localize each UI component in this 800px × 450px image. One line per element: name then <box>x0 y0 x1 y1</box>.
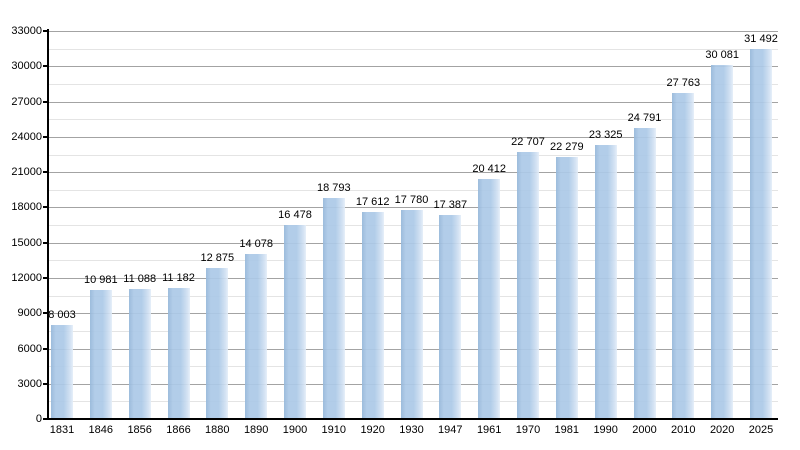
x-axis-tick-label: 1880 <box>205 424 230 436</box>
y-axis-tick-label: 12000 <box>11 271 42 284</box>
major-gridline <box>49 136 778 138</box>
bar-1890 <box>245 253 268 419</box>
y-axis-tick <box>43 100 49 103</box>
y-axis-line <box>47 29 49 420</box>
y-axis-tick <box>43 276 49 279</box>
bar-value-label: 31 492 <box>744 32 778 45</box>
bar-value-label: 11 182 <box>162 271 195 284</box>
bar-value-label: 22 279 <box>549 141 584 154</box>
bar-1846 <box>89 289 112 419</box>
minor-gridline <box>49 154 778 156</box>
x-axis-tick-label: 1890 <box>243 424 269 436</box>
bar-1910 <box>322 198 345 419</box>
x-axis-tick-label: 1981 <box>554 424 580 436</box>
x-axis-tick-label: 1846 <box>88 424 114 436</box>
y-axis-tick <box>43 135 49 138</box>
bar-2020 <box>711 65 734 419</box>
bar-value-label: 10 981 <box>83 273 118 286</box>
bar-value-label: 14 078 <box>239 237 274 250</box>
bar-value-label: 23 325 <box>588 128 623 141</box>
bar-1831 <box>51 324 73 419</box>
major-gridline <box>49 101 778 103</box>
x-axis-tick-label: 1910 <box>321 424 347 436</box>
major-gridline <box>49 207 778 209</box>
major-gridline <box>49 66 778 68</box>
y-axis-tick-label: 0 <box>35 413 42 425</box>
bar-value-label: 17 387 <box>433 198 468 211</box>
bar-1866 <box>167 287 190 419</box>
x-axis-tick-label: 1961 <box>476 424 502 436</box>
x-axis-tick-label: 1900 <box>282 424 308 436</box>
bar-1990 <box>594 144 617 419</box>
y-axis-tick-label: 33000 <box>11 25 42 37</box>
y-axis-tick-label: 27000 <box>11 95 42 108</box>
bar-value-label: 17 612 <box>355 195 390 208</box>
y-axis-tick-label: 3000 <box>17 377 42 390</box>
x-axis-tick-label: 2025 <box>748 424 774 436</box>
x-axis-tick-label: 1831 <box>49 424 75 436</box>
bar-value-label: 16 478 <box>278 209 312 222</box>
y-axis-tick-label: 30000 <box>11 60 42 73</box>
bar-1970 <box>517 152 539 419</box>
bar-value-label: 17 780 <box>394 194 429 206</box>
x-axis-tick-label: 2010 <box>671 424 696 436</box>
bar-1880 <box>206 267 229 419</box>
minor-gridline <box>49 83 778 85</box>
bar-value-label: 11 088 <box>123 272 157 285</box>
bar-1920 <box>361 211 384 419</box>
bar-2010 <box>672 92 695 419</box>
y-axis-tick <box>43 347 49 350</box>
bar-value-label: 8 003 <box>48 308 76 321</box>
y-axis-tick <box>43 30 49 32</box>
minor-gridline <box>49 119 778 121</box>
bar-2000 <box>633 127 656 419</box>
bar-value-label: 12 875 <box>200 251 235 264</box>
bar-value-label: 24 791 <box>627 111 662 124</box>
x-axis-line <box>47 418 778 420</box>
x-axis-tick-label: 1856 <box>127 424 152 436</box>
bar-1961 <box>478 179 501 419</box>
bar-1900 <box>284 225 306 419</box>
y-axis-tick-label: 24000 <box>11 130 42 143</box>
bar-value-label: 22 707 <box>511 136 545 148</box>
bar-value-label: 27 763 <box>666 76 701 89</box>
y-axis-tick <box>43 171 49 174</box>
x-axis-tick-label: 1866 <box>166 424 191 436</box>
y-axis-tick <box>43 382 49 385</box>
y-axis-tick <box>43 65 49 68</box>
y-axis-tick <box>43 206 49 209</box>
y-axis-tick-label: 6000 <box>17 342 42 355</box>
bar-2025 <box>750 48 772 419</box>
bar-1981 <box>555 157 578 419</box>
y-axis-tick <box>43 312 49 315</box>
bar-1947 <box>439 214 462 419</box>
bar-value-label: 30 081 <box>705 49 740 62</box>
y-axis-tick-label: 21000 <box>11 166 42 179</box>
y-axis-tick-label: 18000 <box>11 201 42 214</box>
x-axis-tick-label: 1990 <box>593 424 618 436</box>
x-axis-tick-label: 1930 <box>399 424 424 436</box>
x-axis-tick-label: 2000 <box>632 424 657 436</box>
y-axis-tick-label: 9000 <box>17 307 42 320</box>
bar-value-label: 18 793 <box>316 182 351 194</box>
y-axis-tick <box>43 418 49 420</box>
y-axis-tick-label: 15000 <box>11 236 42 249</box>
minor-gridline <box>49 189 778 191</box>
major-gridline <box>49 31 778 32</box>
x-axis-tick-label: 1947 <box>438 424 463 436</box>
minor-gridline <box>49 48 778 50</box>
bar-1856 <box>128 288 151 419</box>
bar-1930 <box>400 210 423 419</box>
x-axis-tick-label: 1920 <box>360 424 385 436</box>
x-axis-tick-label: 1970 <box>515 424 541 436</box>
y-axis-tick <box>43 241 49 244</box>
bar-value-label: 20 412 <box>472 163 507 175</box>
major-gridline <box>49 172 778 174</box>
x-axis-tick-label: 2020 <box>709 424 735 436</box>
